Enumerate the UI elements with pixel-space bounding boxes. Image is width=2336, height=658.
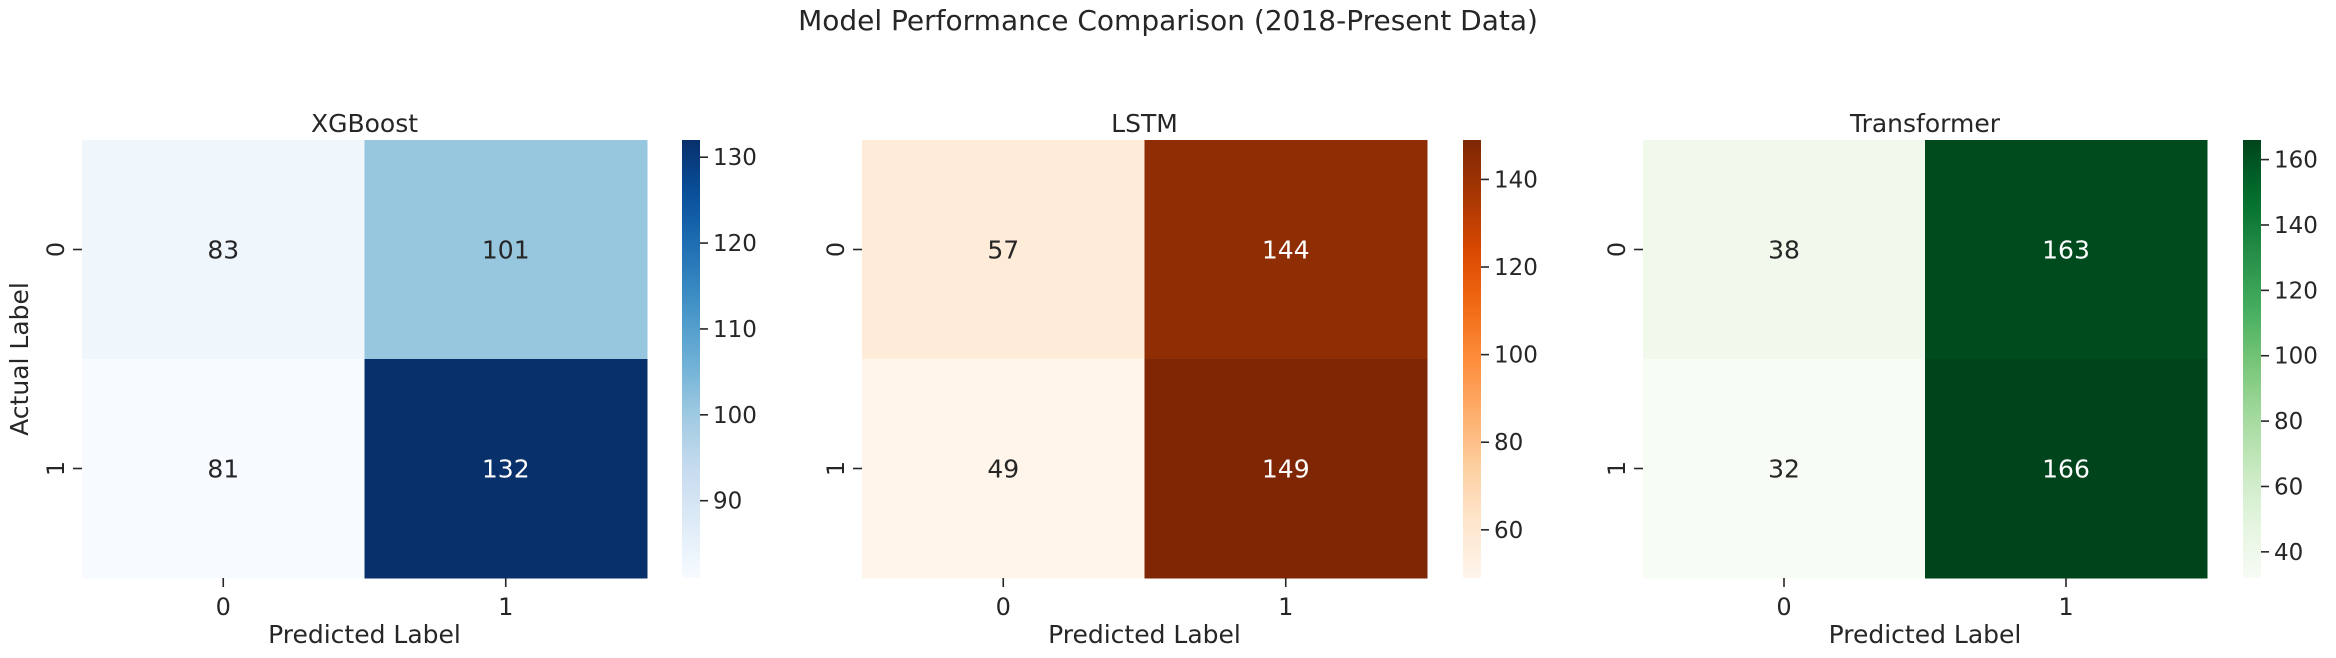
panel-2-x-axis-label: Predicted Label bbox=[1048, 620, 1241, 649]
panel-3-cell-label-1-1: 166 bbox=[2042, 455, 2090, 484]
panel-3-cell-0-0 bbox=[1643, 140, 1926, 360]
panel-1-title: XGBoost bbox=[311, 109, 418, 138]
panel-3-cell-1-1 bbox=[1925, 359, 2208, 579]
panel-1-cell-1-0 bbox=[82, 359, 365, 579]
panel-1-cell-0-0 bbox=[82, 140, 365, 360]
panel-2-y-tick-label-0: 0 bbox=[822, 242, 850, 257]
panel-3-colorbar-tick-label-5: 140 bbox=[2274, 213, 2318, 239]
panel-1-colorbar-tick-label-0: 90 bbox=[713, 489, 742, 515]
panel-3-y-tick-label-0: 0 bbox=[1603, 242, 1631, 257]
panel-1-x-axis-label: Predicted Label bbox=[268, 620, 461, 649]
panel-1-colorbar-tick-label-1: 100 bbox=[713, 403, 757, 429]
panel-3-colorbar-tick-label-1: 60 bbox=[2274, 474, 2303, 500]
panel-3-title: Transformer bbox=[1849, 109, 2001, 138]
panel-2-cell-1-1 bbox=[1144, 359, 1428, 579]
panel-1-colorbar bbox=[682, 140, 700, 578]
panel-1-y-axis-label: Actual Label bbox=[5, 282, 34, 436]
panel-1-y-tick-label-1: 1 bbox=[42, 461, 70, 476]
panel-2-cell-label-1-1: 149 bbox=[1262, 455, 1310, 484]
panel-2-colorbar bbox=[1463, 140, 1481, 578]
panel-1-cell-label-1-1: 132 bbox=[482, 455, 530, 484]
panel-2-colorbar-tick-label-1: 80 bbox=[1494, 430, 1523, 456]
panel-1-colorbar-tick-label-4: 130 bbox=[713, 145, 757, 171]
panel-3-colorbar-tick-label-2: 80 bbox=[2274, 409, 2303, 435]
panel-2-colorbar-tick-label-4: 140 bbox=[1494, 167, 1538, 193]
panel-2-title: LSTM bbox=[1111, 109, 1178, 138]
panel-1-cell-label-1-0: 81 bbox=[207, 455, 239, 484]
panel-3-colorbar-tick-label-6: 160 bbox=[2274, 148, 2318, 174]
panel-2-x-tick-label-0: 0 bbox=[996, 593, 1011, 621]
panel-3-cell-label-0-0: 38 bbox=[1768, 236, 1800, 265]
panel-1-x-tick-label-0: 0 bbox=[216, 593, 231, 621]
panel-2-cell-label-0-0: 57 bbox=[987, 236, 1019, 265]
panel-1-colorbar-tick-label-3: 120 bbox=[713, 231, 757, 257]
panel-2-colorbar-tick-label-2: 100 bbox=[1494, 343, 1538, 369]
panel-3-y-tick-label-1: 1 bbox=[1603, 461, 1631, 476]
panel-2-x-tick-label-1: 1 bbox=[1278, 593, 1293, 621]
panel-1-x-tick-label-1: 1 bbox=[498, 593, 513, 621]
panel-2-colorbar-tick-label-3: 120 bbox=[1494, 255, 1538, 281]
panel-3-x-axis-label: Predicted Label bbox=[1829, 620, 2022, 649]
panel-3-cell-1-0 bbox=[1643, 359, 1926, 579]
panel-3-colorbar-tick-label-4: 120 bbox=[2274, 278, 2318, 304]
panel-2-cell-label-0-1: 144 bbox=[1262, 236, 1310, 265]
figure-title: Model Performance Comparison (2018-Prese… bbox=[798, 4, 1538, 37]
panel-1-cell-label-0-1: 101 bbox=[482, 236, 530, 265]
panel-2-cell-0-1 bbox=[1144, 140, 1428, 360]
panel-3-x-tick-label-1: 1 bbox=[2058, 593, 2073, 621]
panel-3-x-tick-label-0: 0 bbox=[1776, 593, 1791, 621]
panel-1-colorbar-tick-label-2: 110 bbox=[713, 317, 757, 343]
panel-3-cell-0-1 bbox=[1925, 140, 2208, 360]
panel-3-colorbar-tick-label-3: 100 bbox=[2274, 344, 2318, 370]
panel-2-cell-label-1-0: 49 bbox=[987, 455, 1019, 484]
panel-1-cell-label-0-0: 83 bbox=[207, 236, 239, 265]
panel-1-cell-0-1 bbox=[364, 140, 648, 360]
panel-3-colorbar bbox=[2243, 140, 2261, 578]
panel-2-y-tick-label-1: 1 bbox=[822, 461, 850, 476]
panel-1-cell-1-1 bbox=[364, 359, 648, 579]
panel-3-cell-label-0-1: 163 bbox=[2042, 236, 2090, 265]
panel-2-cell-0-0 bbox=[862, 140, 1145, 360]
panel-1-y-tick-label-0: 0 bbox=[42, 242, 70, 257]
panel-2-colorbar-tick-label-0: 60 bbox=[1494, 518, 1523, 544]
panel-2-cell-1-0 bbox=[862, 359, 1145, 579]
panel-3-cell-label-1-0: 32 bbox=[1768, 455, 1800, 484]
panel-3-colorbar-tick-label-0: 40 bbox=[2274, 540, 2303, 566]
